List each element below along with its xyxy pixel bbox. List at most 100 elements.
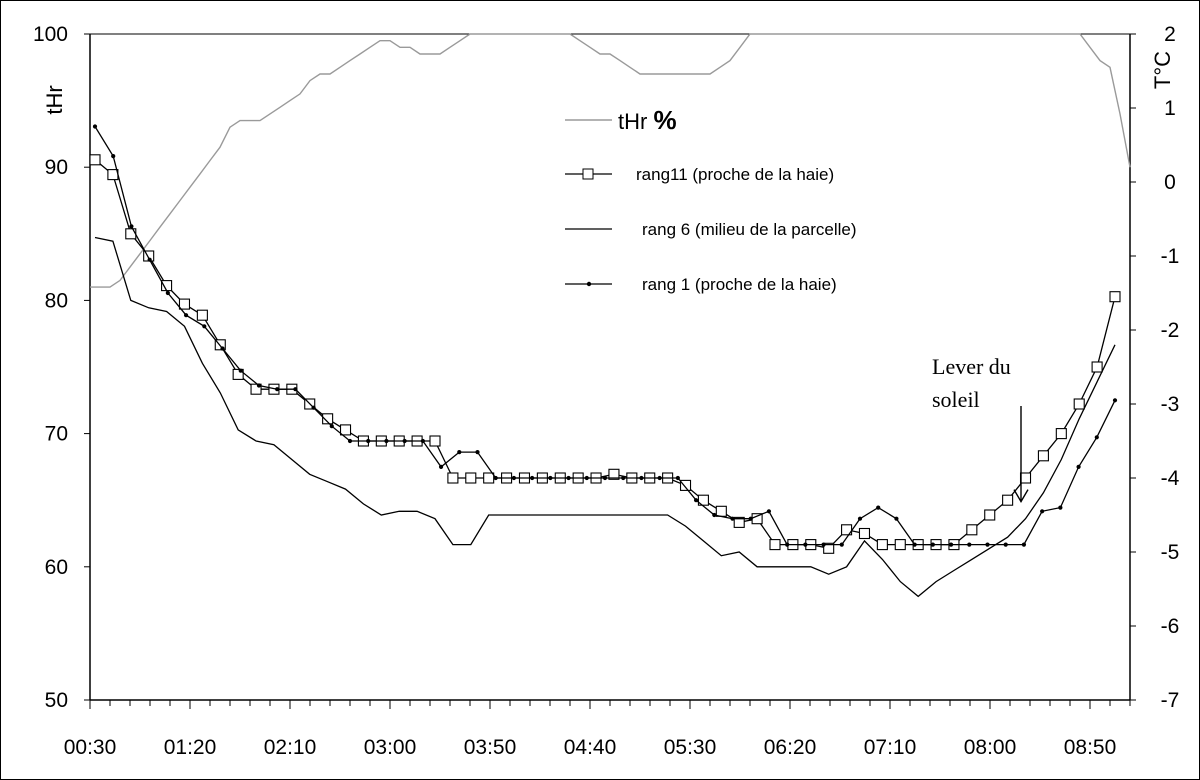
right-tick-label: -3: [1161, 393, 1180, 416]
x-tick-label: 07:10: [864, 736, 917, 759]
right-tick-label: -4: [1161, 467, 1180, 490]
right-tick-label: -7: [1161, 689, 1180, 712]
right-tick-label: -6: [1161, 615, 1180, 638]
square-marker: [483, 472, 495, 484]
square-marker: [894, 539, 906, 551]
dot-marker: [384, 438, 389, 444]
x-tick-label: 03:50: [464, 736, 517, 759]
square-marker: [733, 516, 745, 528]
dot-marker: [92, 124, 98, 129]
dot-marker: [311, 405, 316, 410]
dot-marker: [183, 313, 189, 318]
square-marker: [125, 228, 137, 240]
x-tick-label: 01:20: [164, 736, 217, 759]
dot-marker: [1003, 542, 1008, 547]
dot-marker: [985, 542, 990, 547]
dot-marker: [803, 542, 808, 547]
legend-dot-marker: [586, 281, 592, 287]
dot-marker: [511, 475, 517, 481]
annotation-arrow-head: [1013, 489, 1029, 503]
legend-label-1: rang11 (proche de la haie): [636, 165, 834, 184]
left-tick-label: 50: [45, 689, 68, 712]
dot-marker: [621, 475, 626, 481]
dot-marker: [1021, 542, 1027, 547]
square-marker: [715, 505, 727, 517]
left-tick-label: 90: [45, 156, 68, 179]
square-marker: [608, 468, 620, 480]
x-tick-label: 03:00: [364, 736, 417, 759]
series-line-3: [94, 126, 1116, 546]
square-marker: [1091, 361, 1103, 373]
square-marker: [339, 424, 352, 436]
square-marker: [447, 472, 459, 484]
dot-marker: [912, 542, 917, 547]
dot-marker: [420, 438, 425, 444]
dot-marker: [165, 290, 170, 296]
dot-marker: [238, 368, 243, 373]
dot-marker: [111, 154, 116, 159]
dot-marker: [275, 387, 280, 392]
left-tick-label: 70: [45, 423, 68, 446]
left-axis-title: tHr: [42, 85, 67, 114]
dot-marker: [530, 475, 535, 481]
annotation-line-1: Lever du: [932, 354, 1011, 379]
dot-marker: [475, 450, 480, 455]
axes-group: 50 60 70 80 90 100 -7 -6 -5 -4 -3 -2 -1 0 1 2 00:30 01:20…: [33, 23, 1180, 759]
right-tick-label: -2: [1161, 319, 1180, 342]
dot-marker: [602, 475, 608, 481]
square-marker: [1037, 450, 1049, 462]
right-axis-title: T°C: [1150, 51, 1175, 89]
dot-marker: [821, 542, 826, 547]
dot-marker: [493, 475, 498, 481]
square-marker: [178, 298, 191, 310]
square-marker: [322, 413, 334, 425]
dot-marker: [438, 464, 444, 469]
dot-marker: [347, 438, 353, 444]
dot-marker: [1076, 464, 1081, 469]
square-marker: [1019, 472, 1032, 484]
right-tick-label: 1: [1164, 97, 1176, 120]
square-marker: [1055, 428, 1067, 440]
x-tick-label: 08:50: [1064, 736, 1117, 759]
dot-marker: [839, 542, 844, 547]
dot-marker: [366, 438, 371, 444]
dot-marker: [748, 516, 753, 521]
dot-marker: [548, 475, 553, 481]
dot-marker: [402, 438, 407, 444]
dot-marker: [329, 424, 334, 429]
series-line-0: [90, 33, 1131, 288]
dot-marker: [1040, 509, 1045, 514]
x-tick-label: 02:10: [264, 736, 317, 759]
square-marker: [107, 169, 119, 181]
right-tick-label: -5: [1161, 541, 1180, 564]
dot-marker: [1058, 505, 1063, 510]
x-tick-label: 05:30: [664, 736, 717, 759]
dot-marker: [1094, 435, 1099, 440]
square-marker: [429, 435, 441, 447]
square-marker: [161, 280, 173, 292]
square-marker: [858, 527, 871, 540]
square-marker: [876, 539, 888, 551]
dot-marker: [566, 475, 571, 481]
square-marker: [984, 509, 996, 521]
dot-marker: [766, 509, 772, 514]
dot-marker: [967, 542, 972, 547]
dot-marker: [256, 383, 262, 388]
left-tick-label: 60: [45, 556, 68, 579]
legend-label-3: rang 1 (proche de la haie): [642, 275, 837, 294]
dot-marker: [293, 387, 298, 392]
left-tick-label: 80: [45, 289, 68, 312]
dot-marker: [584, 475, 589, 481]
dot-marker: [129, 224, 134, 229]
square-marker: [465, 472, 477, 484]
dot-marker: [730, 516, 735, 521]
series-layer: [89, 33, 1131, 598]
legend-square-marker: [582, 168, 594, 180]
dot-marker: [785, 542, 790, 547]
dot-marker: [202, 324, 207, 329]
dot-marker: [693, 498, 699, 503]
x-tick-label: 08:00: [964, 736, 1017, 759]
dot-marker: [675, 475, 680, 481]
